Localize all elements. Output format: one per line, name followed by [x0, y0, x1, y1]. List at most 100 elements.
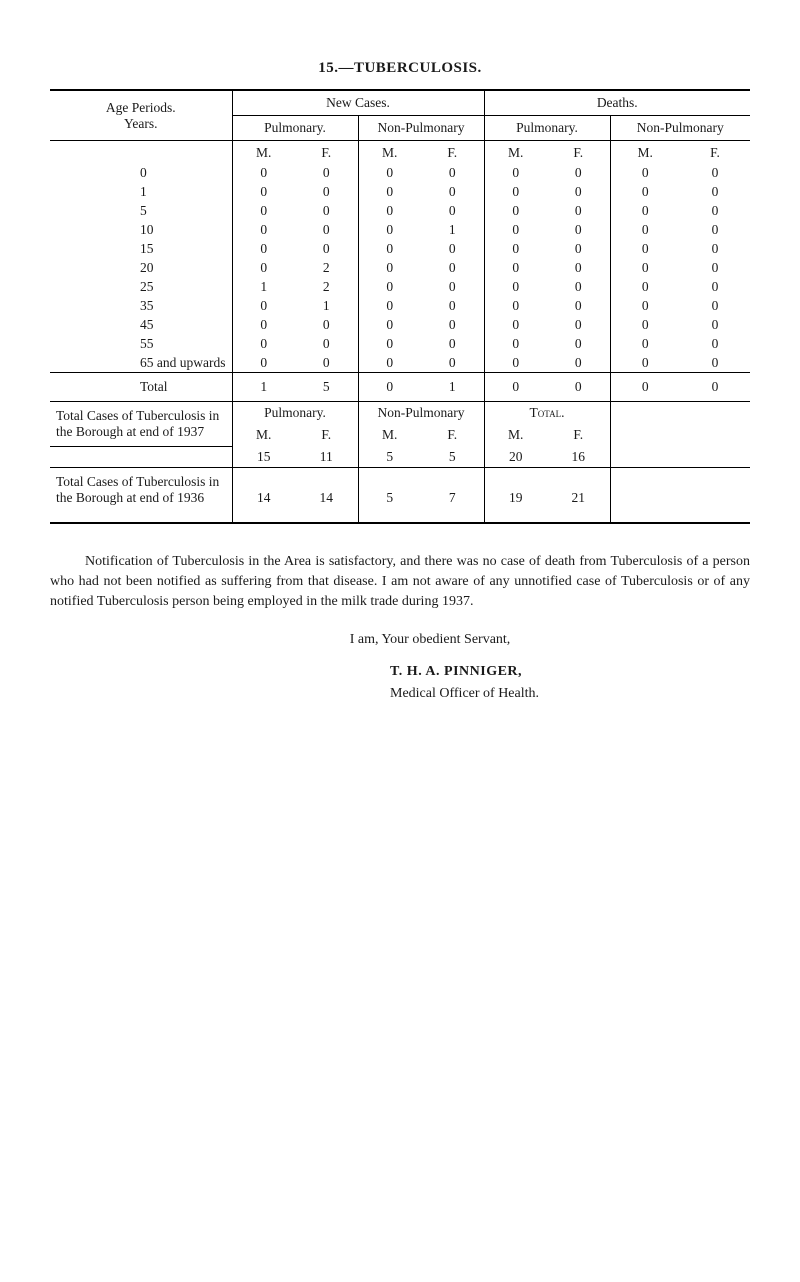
- mf-label: F.: [295, 424, 358, 446]
- s1937-nonpulm-header: Non-Pulmonary: [358, 402, 484, 425]
- data-cell: 0: [484, 163, 547, 182]
- total-cell: 0: [610, 373, 680, 402]
- data-cell: 0: [295, 239, 358, 258]
- s1937-pulm-header: Pulmonary.: [232, 402, 358, 425]
- data-cell: 0: [680, 182, 750, 201]
- data-cell: 0: [680, 277, 750, 296]
- age-label: 0: [50, 163, 232, 182]
- data-cell: 0: [547, 182, 610, 201]
- total-cell: 0: [547, 373, 610, 402]
- deaths-header: Deaths.: [484, 90, 750, 116]
- total-cell: 0: [484, 373, 547, 402]
- s1936-total-m: 19: [484, 467, 547, 523]
- age-label: 15: [50, 239, 232, 258]
- notification-paragraph: Notification of Tuberculosis in the Area…: [50, 552, 750, 613]
- data-cell: 0: [680, 296, 750, 315]
- empty-cell: [50, 141, 232, 164]
- mf-label: M.: [358, 424, 421, 446]
- total-cell: 0: [680, 373, 750, 402]
- s1937-total-m: 20: [484, 447, 547, 468]
- data-cell: 0: [484, 201, 547, 220]
- data-cell: 0: [484, 220, 547, 239]
- data-cell: 0: [547, 220, 610, 239]
- mf-label: M.: [232, 424, 295, 446]
- data-cell: 0: [421, 334, 484, 353]
- data-cell: 0: [232, 296, 295, 315]
- data-cell: 2: [295, 277, 358, 296]
- data-cell: 0: [610, 201, 680, 220]
- data-cell: 0: [547, 163, 610, 182]
- data-cell: 0: [484, 277, 547, 296]
- data-cell: 0: [232, 182, 295, 201]
- data-cell: 0: [232, 334, 295, 353]
- data-cell: 0: [547, 334, 610, 353]
- data-cell: 0: [358, 201, 421, 220]
- nc-nonpulm-header: Non-Pulmonary: [358, 116, 484, 141]
- data-cell: 0: [547, 277, 610, 296]
- data-cell: 0: [358, 182, 421, 201]
- age-label: 25: [50, 277, 232, 296]
- data-cell: 0: [680, 163, 750, 182]
- mf-label: F.: [547, 141, 610, 164]
- mf-label: M.: [358, 141, 421, 164]
- age-label: 20: [50, 258, 232, 277]
- mf-label: M.: [232, 141, 295, 164]
- mf-label: F.: [547, 424, 610, 446]
- mf-label: F.: [680, 141, 750, 164]
- data-cell: 0: [484, 239, 547, 258]
- signature-role: Medical Officer of Health.: [390, 686, 750, 702]
- data-cell: 1: [421, 220, 484, 239]
- data-cell: 0: [610, 277, 680, 296]
- age-label: 65 and upwards: [50, 353, 232, 373]
- mf-label: F.: [421, 141, 484, 164]
- data-cell: 0: [610, 258, 680, 277]
- mf-label: F.: [295, 141, 358, 164]
- empty-cell: [610, 424, 750, 446]
- age-label: 5: [50, 201, 232, 220]
- age-periods-label: Age Periods.: [106, 100, 176, 115]
- data-cell: 0: [680, 220, 750, 239]
- empty-cell: [610, 447, 750, 468]
- data-cell: 0: [547, 296, 610, 315]
- s1937-total-header: Total.: [484, 402, 610, 425]
- data-cell: 0: [421, 182, 484, 201]
- data-cell: 0: [484, 353, 547, 373]
- s1936-pulm-f: 14: [295, 467, 358, 523]
- data-cell: 0: [484, 258, 547, 277]
- data-cell: 0: [680, 334, 750, 353]
- data-cell: 0: [680, 239, 750, 258]
- total-label: Total: [50, 373, 232, 402]
- s1936-pulm-m: 14: [232, 467, 295, 523]
- data-cell: 0: [421, 315, 484, 334]
- cases-1936-label: Total Cases of Tuberculosis in the Borou…: [50, 467, 232, 523]
- empty-cell: [610, 467, 750, 523]
- mf-label: F.: [421, 424, 484, 446]
- mf-label: M.: [484, 141, 547, 164]
- age-label: 10: [50, 220, 232, 239]
- tuberculosis-table: Age Periods. Years. New Cases. Deaths. P…: [50, 89, 750, 524]
- total-cell: 0: [358, 373, 421, 402]
- data-cell: 0: [358, 315, 421, 334]
- data-cell: 0: [295, 220, 358, 239]
- data-cell: 0: [232, 163, 295, 182]
- data-cell: 0: [680, 315, 750, 334]
- data-cell: 0: [421, 258, 484, 277]
- data-cell: 0: [610, 220, 680, 239]
- data-cell: 0: [358, 334, 421, 353]
- data-cell: 0: [610, 334, 680, 353]
- data-cell: 0: [421, 239, 484, 258]
- data-cell: 0: [484, 334, 547, 353]
- section-title: 15.—TUBERCULOSIS.: [50, 60, 750, 77]
- data-cell: 0: [421, 201, 484, 220]
- s1936-total-f: 21: [547, 467, 610, 523]
- data-cell: 0: [358, 296, 421, 315]
- data-cell: 0: [547, 239, 610, 258]
- new-cases-header: New Cases.: [232, 90, 484, 116]
- mf-label: M.: [484, 424, 547, 446]
- data-cell: 0: [610, 353, 680, 373]
- s1936-nonpulm-f: 7: [421, 467, 484, 523]
- data-cell: 0: [421, 296, 484, 315]
- data-cell: 0: [232, 220, 295, 239]
- signature-name: T. H. A. PINNIGER,: [390, 664, 750, 680]
- data-cell: 0: [295, 201, 358, 220]
